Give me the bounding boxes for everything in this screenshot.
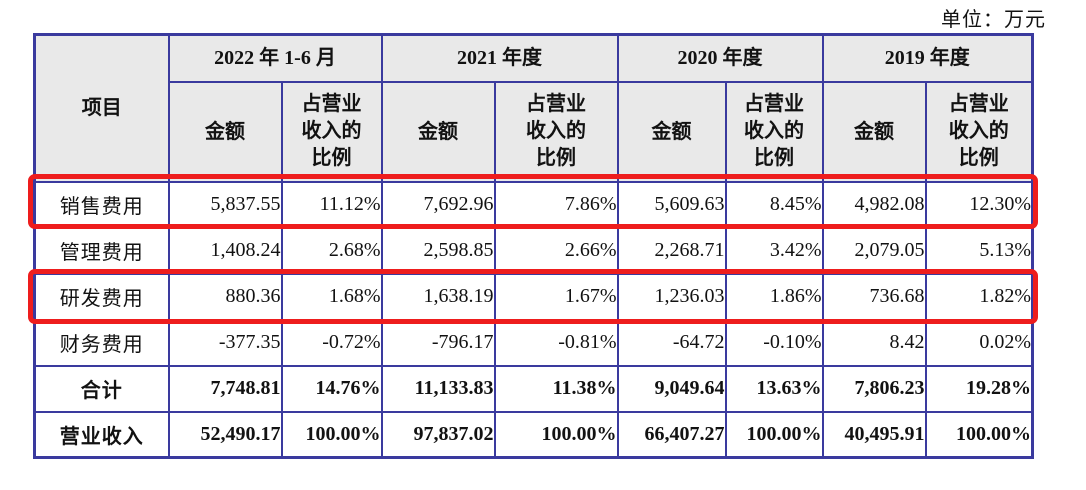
header-ratio: 占营业收入的比例	[924, 80, 1034, 183]
ratio-cell: 1.68%	[280, 272, 383, 321]
ratio-cell: 100.00%	[280, 410, 383, 459]
amount-cell: 9,049.64	[616, 364, 727, 413]
table-body: 销售费用 5,837.55 11.12% 7,692.96 7.86% 5,609.63 8…	[33, 180, 1034, 459]
ratio-cell: 11.38%	[493, 364, 619, 413]
header-ratio-text: 占营业收入的比例	[744, 93, 805, 169]
ratio-cell: 13.63%	[724, 364, 824, 413]
header-amount: 金额	[616, 80, 727, 183]
amount-cell: 97,837.02	[380, 410, 496, 459]
table-row: 研发费用 880.36 1.68% 1,638.19 1.67% 1,236.03 1.86…	[33, 272, 1034, 321]
ratio-cell: 5.13%	[924, 226, 1034, 275]
ratio-cell: 2.66%	[493, 226, 619, 275]
table-row: 营业收入 52,490.17 100.00% 97,837.02 100.00% 66,4…	[33, 410, 1034, 459]
amount-cell: 2,079.05	[821, 226, 927, 275]
amount-cell: 880.36	[167, 272, 283, 321]
amount-cell: 736.68	[821, 272, 927, 321]
amount-cell: 52,490.17	[167, 410, 283, 459]
ratio-cell: 7.86%	[493, 180, 619, 229]
header-ratio: 占营业收入的比例	[280, 80, 383, 183]
header-ratio: 占营业收入的比例	[724, 80, 824, 183]
ratio-cell: -0.10%	[724, 318, 824, 367]
amount-cell: 1,408.24	[167, 226, 283, 275]
table-row: 销售费用 5,837.55 11.12% 7,692.96 7.86% 5,609.63 8…	[33, 180, 1034, 229]
amount-cell: 40,495.91	[821, 410, 927, 459]
header-item: 项目	[33, 33, 170, 183]
ratio-cell: 0.02%	[924, 318, 1034, 367]
ratio-cell: 100.00%	[493, 410, 619, 459]
header-period-2022: 2022 年 1-6 月	[167, 33, 383, 83]
table-row: 合计 7,748.81 14.76% 11,133.83 11.38% 9,049.64 1…	[33, 364, 1034, 413]
header-period-2020: 2020 年度	[616, 33, 824, 83]
amount-cell: 5,609.63	[616, 180, 727, 229]
row-label: 研发费用	[33, 272, 170, 321]
table-row: 财务费用 -377.35 -0.72% -796.17 -0.81% -64.72 -0.1…	[33, 318, 1034, 367]
amount-cell: 7,806.23	[821, 364, 927, 413]
row-label: 管理费用	[33, 226, 170, 275]
header-ratio: 占营业收入的比例	[493, 80, 619, 183]
ratio-cell: 14.76%	[280, 364, 383, 413]
header-period-2019: 2019 年度	[821, 33, 1034, 83]
amount-cell: 66,407.27	[616, 410, 727, 459]
ratio-cell: 100.00%	[924, 410, 1034, 459]
header-period-row: 项目 2022 年 1-6 月 2021 年度 2020 年度 2019 年度	[33, 33, 1034, 183]
amount-cell: 7,692.96	[380, 180, 496, 229]
amount-cell: 2,598.85	[380, 226, 496, 275]
amount-cell: 1,638.19	[380, 272, 496, 321]
amount-cell: -64.72	[616, 318, 727, 367]
amount-cell: -377.35	[167, 318, 283, 367]
row-label: 合计	[33, 364, 170, 413]
header-amount: 金额	[167, 80, 283, 183]
ratio-cell: 1.86%	[724, 272, 824, 321]
header-ratio-text: 占营业收入的比例	[301, 93, 362, 169]
ratio-cell: 100.00%	[724, 410, 824, 459]
amount-cell: 7,748.81	[167, 364, 283, 413]
amount-cell: 4,982.08	[821, 180, 927, 229]
header-sub-row: 金额 占营业收入的比例 金额 占营业收入的比例 金额 占营业收入的比例 金额 占…	[35, 80, 1034, 183]
amount-cell: 2,268.71	[616, 226, 727, 275]
ratio-cell: 19.28%	[924, 364, 1034, 413]
unit-label: 单位：万元	[941, 9, 1046, 31]
header-ratio-text: 占营业收入的比例	[948, 93, 1009, 169]
expense-ratio-table: 项目 2022 年 1-6 月 2021 年度 2020 年度 2019 年度 …	[33, 33, 1035, 459]
row-label: 营业收入	[33, 410, 170, 459]
ratio-cell: -0.72%	[280, 318, 383, 367]
row-label: 销售费用	[33, 180, 170, 229]
header-amount: 金额	[821, 80, 927, 183]
amount-cell: -796.17	[380, 318, 496, 367]
amount-cell: 8.42	[821, 318, 927, 367]
amount-cell: 11,133.83	[380, 364, 496, 413]
header-ratio-text: 占营业收入的比例	[526, 93, 587, 169]
ratio-cell: 3.42%	[724, 226, 824, 275]
ratio-cell: 11.12%	[280, 180, 383, 229]
ratio-cell: 2.68%	[280, 226, 383, 275]
amount-cell: 5,837.55	[167, 180, 283, 229]
row-label: 财务费用	[33, 318, 170, 367]
header-period-2021: 2021 年度	[380, 33, 619, 83]
ratio-cell: 8.45%	[724, 180, 824, 229]
ratio-cell: 1.82%	[924, 272, 1034, 321]
ratio-cell: 1.67%	[493, 272, 619, 321]
ratio-cell: -0.81%	[493, 318, 619, 367]
header-amount: 金额	[380, 80, 496, 183]
ratio-cell: 12.30%	[924, 180, 1034, 229]
table-row: 管理费用 1,408.24 2.68% 2,598.85 2.66% 2,268.71 3.…	[33, 226, 1034, 275]
amount-cell: 1,236.03	[616, 272, 727, 321]
